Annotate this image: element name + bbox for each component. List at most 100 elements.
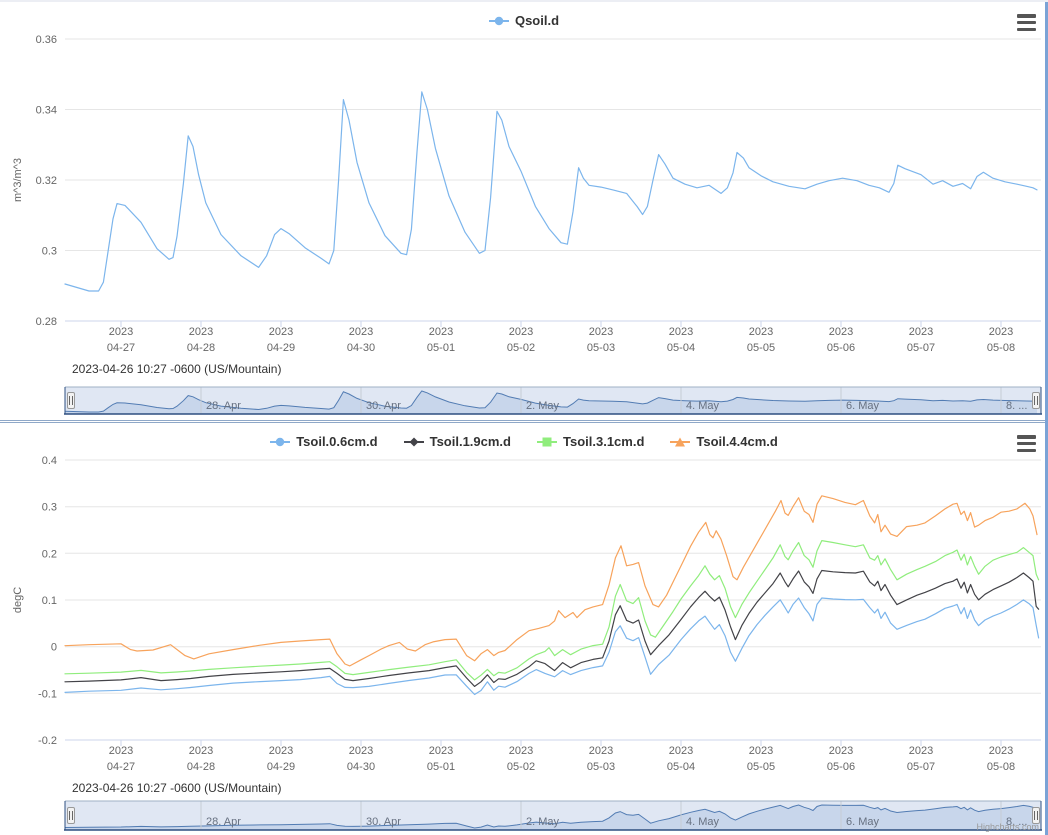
hamburger-icon	[1017, 27, 1036, 31]
x-tick-label-year: 2023	[269, 326, 293, 338]
tsoil-legend: Tsoil.0.6cm.d Tsoil.1.9cm.d Tsoil.3.1cm.…	[0, 434, 1048, 449]
navigator-axis-label: 8. ...	[1006, 816, 1027, 828]
x-tick-label-year: 2023	[669, 745, 693, 757]
qsoil-chart-svg: 0.28 0.3 0.32 0.34 0.36 2023 04-27 2023 04-28 202…	[36, 34, 1042, 415]
navigator-axis-label: 28. Apr	[206, 400, 241, 412]
navigator-axis-label: 30. Apr	[366, 816, 401, 828]
x-tick-label-year: 2023	[589, 326, 613, 338]
legend-item-Tsoil.3.1cm.d[interactable]: Tsoil.3.1cm.d	[537, 434, 644, 449]
tsoil-chart-panel: -0.2 -0.1 0 0.1 0.2 0.3 0.4 2023 04-27 2023 04-28 2…	[0, 422, 1048, 835]
legend-triangle-marker-icon	[670, 437, 691, 446]
x-tick-label-date: 04-30	[347, 342, 375, 354]
legend-item-Tsoil.1.9cm.d[interactable]: Tsoil.1.9cm.d	[403, 434, 511, 449]
x-tick-label-year: 2023	[989, 745, 1013, 757]
timestamp-label: 2023-04-26 10:27 -0600 (US/Mountain)	[72, 362, 282, 376]
x-tick-label-date: 05-07	[907, 761, 935, 773]
x-tick-label-date: 04-29	[267, 342, 295, 354]
x-tick-label-year: 2023	[429, 326, 453, 338]
navigator-axis-label: 6. May	[846, 816, 880, 828]
qsoil-chart-panel: 0.28 0.3 0.32 0.34 0.36 2023 04-27 2023 04-28 202…	[0, 2, 1048, 421]
x-tick-label-date: 04-28	[187, 342, 215, 354]
x-tick-label-date: 05-08	[987, 342, 1015, 354]
x-tick-label-year: 2023	[509, 326, 533, 338]
navigator-handle-right[interactable]	[1032, 392, 1040, 409]
navigator-handle-left[interactable]	[67, 392, 75, 409]
series-line-Tsoil.0.6cm.d	[64, 597, 1040, 696]
legend-circle-marker-icon	[270, 437, 291, 446]
legend-square-marker-icon	[537, 437, 557, 446]
x-tick-label-date: 05-03	[587, 342, 615, 354]
y-tick-label: 0.1	[42, 595, 57, 607]
navigator-series-line	[64, 390, 1038, 413]
context-menu-button[interactable]	[1014, 435, 1036, 452]
y-tick-label: 0.2	[42, 548, 57, 560]
legend-diamond-marker-icon	[403, 437, 424, 446]
navigator[interactable]: 28. Apr 30. Apr 2. May 4. May 6. May 8. ...	[64, 386, 1042, 415]
legend-item-Qsoil.d[interactable]: Qsoil.d	[488, 13, 560, 28]
navigator-axis-label: 28. Apr	[206, 816, 241, 828]
hamburger-icon	[1017, 14, 1036, 18]
x-tick-label-date: 05-01	[427, 761, 455, 773]
hamburger-icon	[1017, 448, 1036, 452]
navigator-mask-selected[interactable]	[65, 387, 1041, 414]
y-tick-label: 0.4	[42, 455, 57, 467]
x-tick-label-year: 2023	[589, 745, 613, 757]
legend-label: Qsoil.d	[514, 13, 560, 28]
navigator[interactable]: 28. Apr 30. Apr 2. May 4. May 6. May 8. ...	[64, 800, 1042, 831]
series-line-Qsoil.d	[64, 91, 1038, 292]
legend-item-Tsoil.4.4cm.d[interactable]: Tsoil.4.4cm.d	[670, 434, 778, 449]
window-right-border	[1045, 2, 1048, 835]
x-tick-label-year: 2023	[829, 326, 853, 338]
y-tick-label: 0.34	[36, 105, 57, 117]
timestamp-label: 2023-04-26 10:27 -0600 (US/Mountain)	[72, 781, 282, 795]
navigator-axis-label: 2. May	[526, 816, 560, 828]
y-axis-title: m^3/m^3	[12, 158, 24, 202]
x-tick-label-date: 05-08	[987, 761, 1015, 773]
x-tick-label-date: 05-01	[427, 342, 455, 354]
navigator-axis-label: 30. Apr	[366, 400, 401, 412]
navigator-area	[65, 805, 1039, 830]
x-tick-label-year: 2023	[829, 745, 853, 757]
x-tick-label-date: 05-04	[667, 761, 695, 773]
x-tick-label-date: 04-29	[267, 761, 295, 773]
series-line-Tsoil.3.1cm.d	[64, 539, 1040, 681]
navigator-axis-label: 2. May	[526, 400, 560, 412]
series-line-Tsoil.4.4cm.d	[64, 495, 1038, 667]
navigator-handle-right[interactable]	[1032, 807, 1040, 824]
x-tick-label-date: 05-05	[747, 342, 775, 354]
x-tick-label-date: 04-27	[107, 342, 135, 354]
x-tick-label-date: 05-05	[747, 761, 775, 773]
legend-item-Tsoil.0.6cm.d[interactable]: Tsoil.0.6cm.d	[270, 434, 378, 449]
navigator-mask-selected[interactable]	[65, 801, 1041, 830]
tsoil-chart-svg: -0.2 -0.1 0 0.1 0.2 0.3 0.4 2023 04-27 2023 04-28 2…	[38, 455, 1042, 831]
navigator-series-line	[64, 804, 1039, 829]
x-tick-label-date: 05-04	[667, 342, 695, 354]
x-tick-label-year: 2023	[349, 326, 373, 338]
navigator-area	[65, 391, 1037, 414]
x-tick-label-date: 05-02	[507, 342, 535, 354]
legend-label: Tsoil.3.1cm.d	[563, 434, 645, 449]
legend-label: Tsoil.0.6cm.d	[296, 434, 378, 449]
x-tick-label-year: 2023	[349, 745, 373, 757]
x-tick-label-date: 05-06	[827, 761, 855, 773]
y-tick-label: 0.3	[42, 246, 57, 258]
y-tick-label: 0.36	[36, 34, 57, 46]
x-tick-label-year: 2023	[749, 326, 773, 338]
x-tick-label-year: 2023	[189, 326, 213, 338]
highcharts-credit-link[interactable]: Highcharts.com	[976, 822, 1039, 832]
x-tick-label-year: 2023	[269, 745, 293, 757]
navigator-axis-label: 4. May	[686, 816, 720, 828]
legend-label: Tsoil.4.4cm.d	[696, 434, 778, 449]
context-menu-button[interactable]	[1014, 14, 1036, 31]
x-tick-label-year: 2023	[909, 745, 933, 757]
y-axis-title: degC	[12, 586, 24, 614]
hamburger-icon	[1017, 20, 1036, 25]
hamburger-icon	[1017, 435, 1036, 439]
navigator-handle-left[interactable]	[67, 807, 75, 824]
x-tick-label-date: 05-02	[507, 761, 535, 773]
y-tick-label: 0	[51, 642, 57, 654]
x-tick-label-year: 2023	[109, 745, 133, 757]
y-tick-label: 0.32	[36, 175, 57, 187]
x-tick-label-year: 2023	[429, 745, 453, 757]
